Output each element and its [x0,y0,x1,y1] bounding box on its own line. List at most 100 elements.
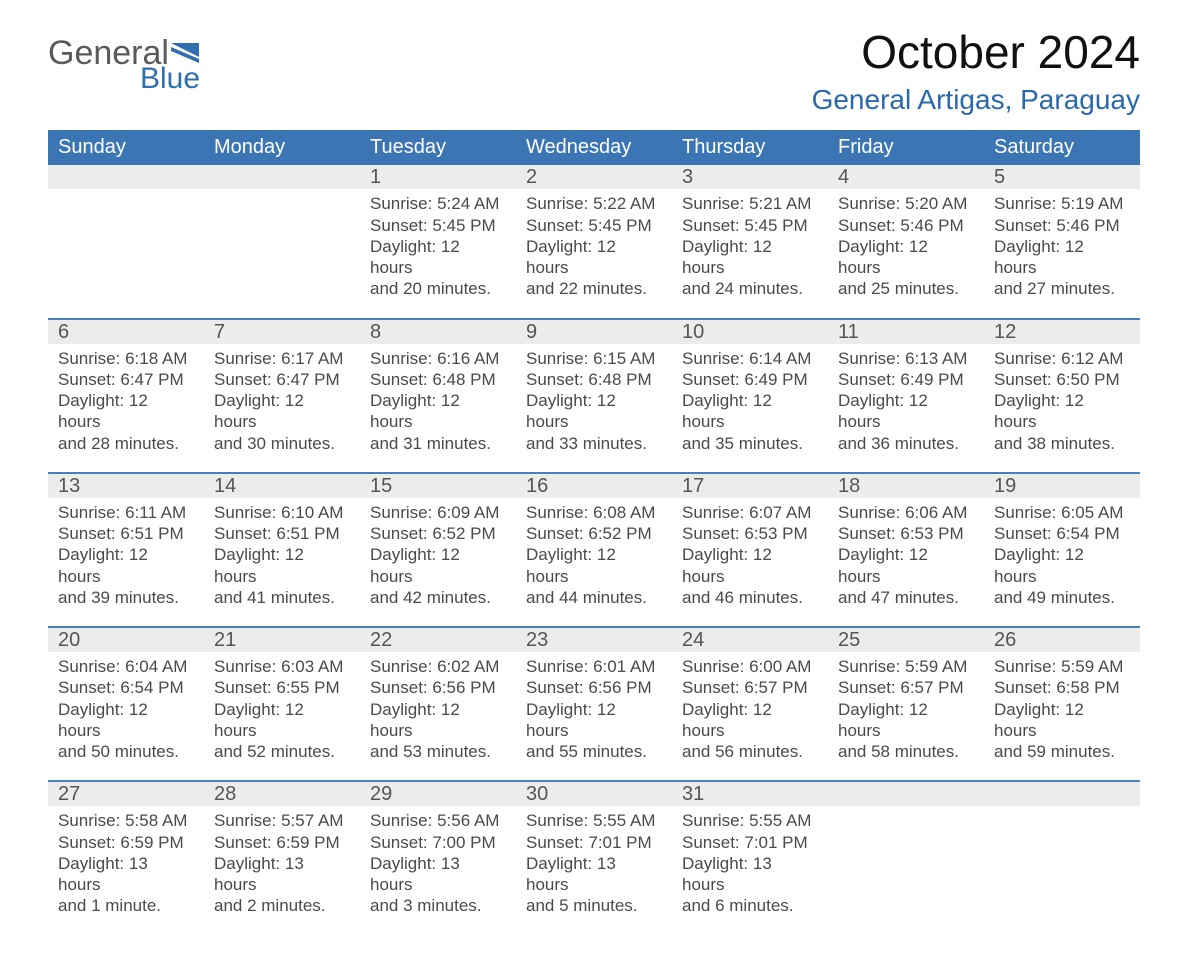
dow-saturday: Saturday [984,130,1140,165]
daylight1-text: Daylight: 12 hours [214,544,350,587]
day-cell: Sunrise: 6:14 AMSunset: 6:49 PMDaylight:… [672,344,828,472]
daylight2-text: and 33 minutes. [526,433,662,454]
day-cell: Sunrise: 5:58 AMSunset: 6:59 PMDaylight:… [48,806,204,934]
sunrise-text: Sunrise: 6:03 AM [214,656,350,677]
daylight2-text: and 24 minutes. [682,278,818,299]
day-cell: Sunrise: 6:17 AMSunset: 6:47 PMDaylight:… [204,344,360,472]
daylight1-text: Daylight: 12 hours [838,236,974,279]
sunset-text: Sunset: 6:55 PM [214,677,350,698]
calendar-page: General Blue October 2024 General Artiga… [0,0,1188,975]
day-cell: Sunrise: 6:13 AMSunset: 6:49 PMDaylight:… [828,344,984,472]
daylight1-text: Daylight: 12 hours [58,544,194,587]
day-cell [48,189,204,317]
date-number: 25 [828,628,984,652]
daylight2-text: and 50 minutes. [58,741,194,762]
dow-sunday: Sunday [48,130,204,165]
date-number-row: 20212223242526 [48,628,1140,652]
date-number: 21 [204,628,360,652]
sunrise-text: Sunrise: 5:59 AM [838,656,974,677]
sunrise-text: Sunrise: 6:08 AM [526,502,662,523]
daylight1-text: Daylight: 13 hours [214,853,350,896]
day-cell: Sunrise: 5:22 AMSunset: 5:45 PMDaylight:… [516,189,672,317]
daylight1-text: Daylight: 12 hours [370,544,506,587]
daylight1-text: Daylight: 12 hours [994,236,1130,279]
day-cell: Sunrise: 5:21 AMSunset: 5:45 PMDaylight:… [672,189,828,317]
date-number: 17 [672,474,828,498]
daylight2-text: and 31 minutes. [370,433,506,454]
sunrise-text: Sunrise: 5:19 AM [994,193,1130,214]
date-number: 18 [828,474,984,498]
sunrise-text: Sunrise: 6:06 AM [838,502,974,523]
daylight1-text: Daylight: 12 hours [526,544,662,587]
day-cell: Sunrise: 6:12 AMSunset: 6:50 PMDaylight:… [984,344,1140,472]
sunrise-text: Sunrise: 5:55 AM [526,810,662,831]
daylight1-text: Daylight: 12 hours [838,699,974,742]
sunset-text: Sunset: 6:56 PM [526,677,662,698]
day-cell: Sunrise: 6:07 AMSunset: 6:53 PMDaylight:… [672,498,828,626]
day-cell: Sunrise: 6:08 AMSunset: 6:52 PMDaylight:… [516,498,672,626]
daylight2-text: and 35 minutes. [682,433,818,454]
daylight1-text: Daylight: 12 hours [994,699,1130,742]
day-cell [204,189,360,317]
sunrise-text: Sunrise: 6:07 AM [682,502,818,523]
daylight2-text: and 56 minutes. [682,741,818,762]
daylight2-text: and 2 minutes. [214,895,350,916]
date-number: 9 [516,320,672,344]
sunset-text: Sunset: 6:59 PM [214,832,350,853]
dow-monday: Monday [204,130,360,165]
sunrise-text: Sunrise: 5:21 AM [682,193,818,214]
day-cell: Sunrise: 6:18 AMSunset: 6:47 PMDaylight:… [48,344,204,472]
daylight2-text: and 47 minutes. [838,587,974,608]
calendar-grid: Sunday Monday Tuesday Wednesday Thursday… [48,130,1140,934]
day-content-row: Sunrise: 6:04 AMSunset: 6:54 PMDaylight:… [48,652,1140,780]
sunset-text: Sunset: 5:46 PM [994,215,1130,236]
daylight2-text: and 42 minutes. [370,587,506,608]
calendar-week: 6789101112Sunrise: 6:18 AMSunset: 6:47 P… [48,318,1140,472]
sunset-text: Sunset: 6:48 PM [526,369,662,390]
day-cell: Sunrise: 6:04 AMSunset: 6:54 PMDaylight:… [48,652,204,780]
date-number: 3 [672,165,828,189]
sunrise-text: Sunrise: 6:10 AM [214,502,350,523]
date-number [48,165,204,189]
sunrise-text: Sunrise: 6:18 AM [58,348,194,369]
sunset-text: Sunset: 6:47 PM [214,369,350,390]
day-cell: Sunrise: 6:01 AMSunset: 6:56 PMDaylight:… [516,652,672,780]
logo-word-2: Blue [140,64,200,94]
sunrise-text: Sunrise: 6:17 AM [214,348,350,369]
day-cell [984,806,1140,934]
daylight1-text: Daylight: 12 hours [994,544,1130,587]
date-number: 22 [360,628,516,652]
day-cell: Sunrise: 6:00 AMSunset: 6:57 PMDaylight:… [672,652,828,780]
day-content-row: Sunrise: 5:58 AMSunset: 6:59 PMDaylight:… [48,806,1140,934]
sunrise-text: Sunrise: 6:16 AM [370,348,506,369]
day-of-week-header: Sunday Monday Tuesday Wednesday Thursday… [48,130,1140,165]
sunset-text: Sunset: 6:51 PM [214,523,350,544]
daylight2-text: and 20 minutes. [370,278,506,299]
daylight2-text: and 44 minutes. [526,587,662,608]
calendar-week: 12345Sunrise: 5:24 AMSunset: 5:45 PMDayl… [48,165,1140,317]
date-number: 31 [672,782,828,806]
date-number: 8 [360,320,516,344]
title-block: October 2024 General Artigas, Paraguay [812,28,1140,116]
day-cell: Sunrise: 5:56 AMSunset: 7:00 PMDaylight:… [360,806,516,934]
brand-logo: General Blue [48,28,200,94]
sunrise-text: Sunrise: 6:04 AM [58,656,194,677]
daylight2-text: and 1 minute. [58,895,194,916]
date-number-row: 2728293031 [48,782,1140,806]
daylight1-text: Daylight: 12 hours [370,699,506,742]
day-cell: Sunrise: 5:20 AMSunset: 5:46 PMDaylight:… [828,189,984,317]
daylight1-text: Daylight: 13 hours [370,853,506,896]
day-content-row: Sunrise: 5:24 AMSunset: 5:45 PMDaylight:… [48,189,1140,317]
sunrise-text: Sunrise: 6:11 AM [58,502,194,523]
calendar-week: 2728293031Sunrise: 5:58 AMSunset: 6:59 P… [48,780,1140,934]
sunset-text: Sunset: 7:01 PM [682,832,818,853]
daylight2-text: and 52 minutes. [214,741,350,762]
dow-tuesday: Tuesday [360,130,516,165]
daylight1-text: Daylight: 12 hours [370,236,506,279]
daylight1-text: Daylight: 12 hours [214,390,350,433]
day-cell: Sunrise: 5:55 AMSunset: 7:01 PMDaylight:… [516,806,672,934]
day-cell: Sunrise: 6:09 AMSunset: 6:52 PMDaylight:… [360,498,516,626]
day-cell: Sunrise: 6:15 AMSunset: 6:48 PMDaylight:… [516,344,672,472]
day-cell: Sunrise: 5:57 AMSunset: 6:59 PMDaylight:… [204,806,360,934]
day-cell: Sunrise: 6:16 AMSunset: 6:48 PMDaylight:… [360,344,516,472]
